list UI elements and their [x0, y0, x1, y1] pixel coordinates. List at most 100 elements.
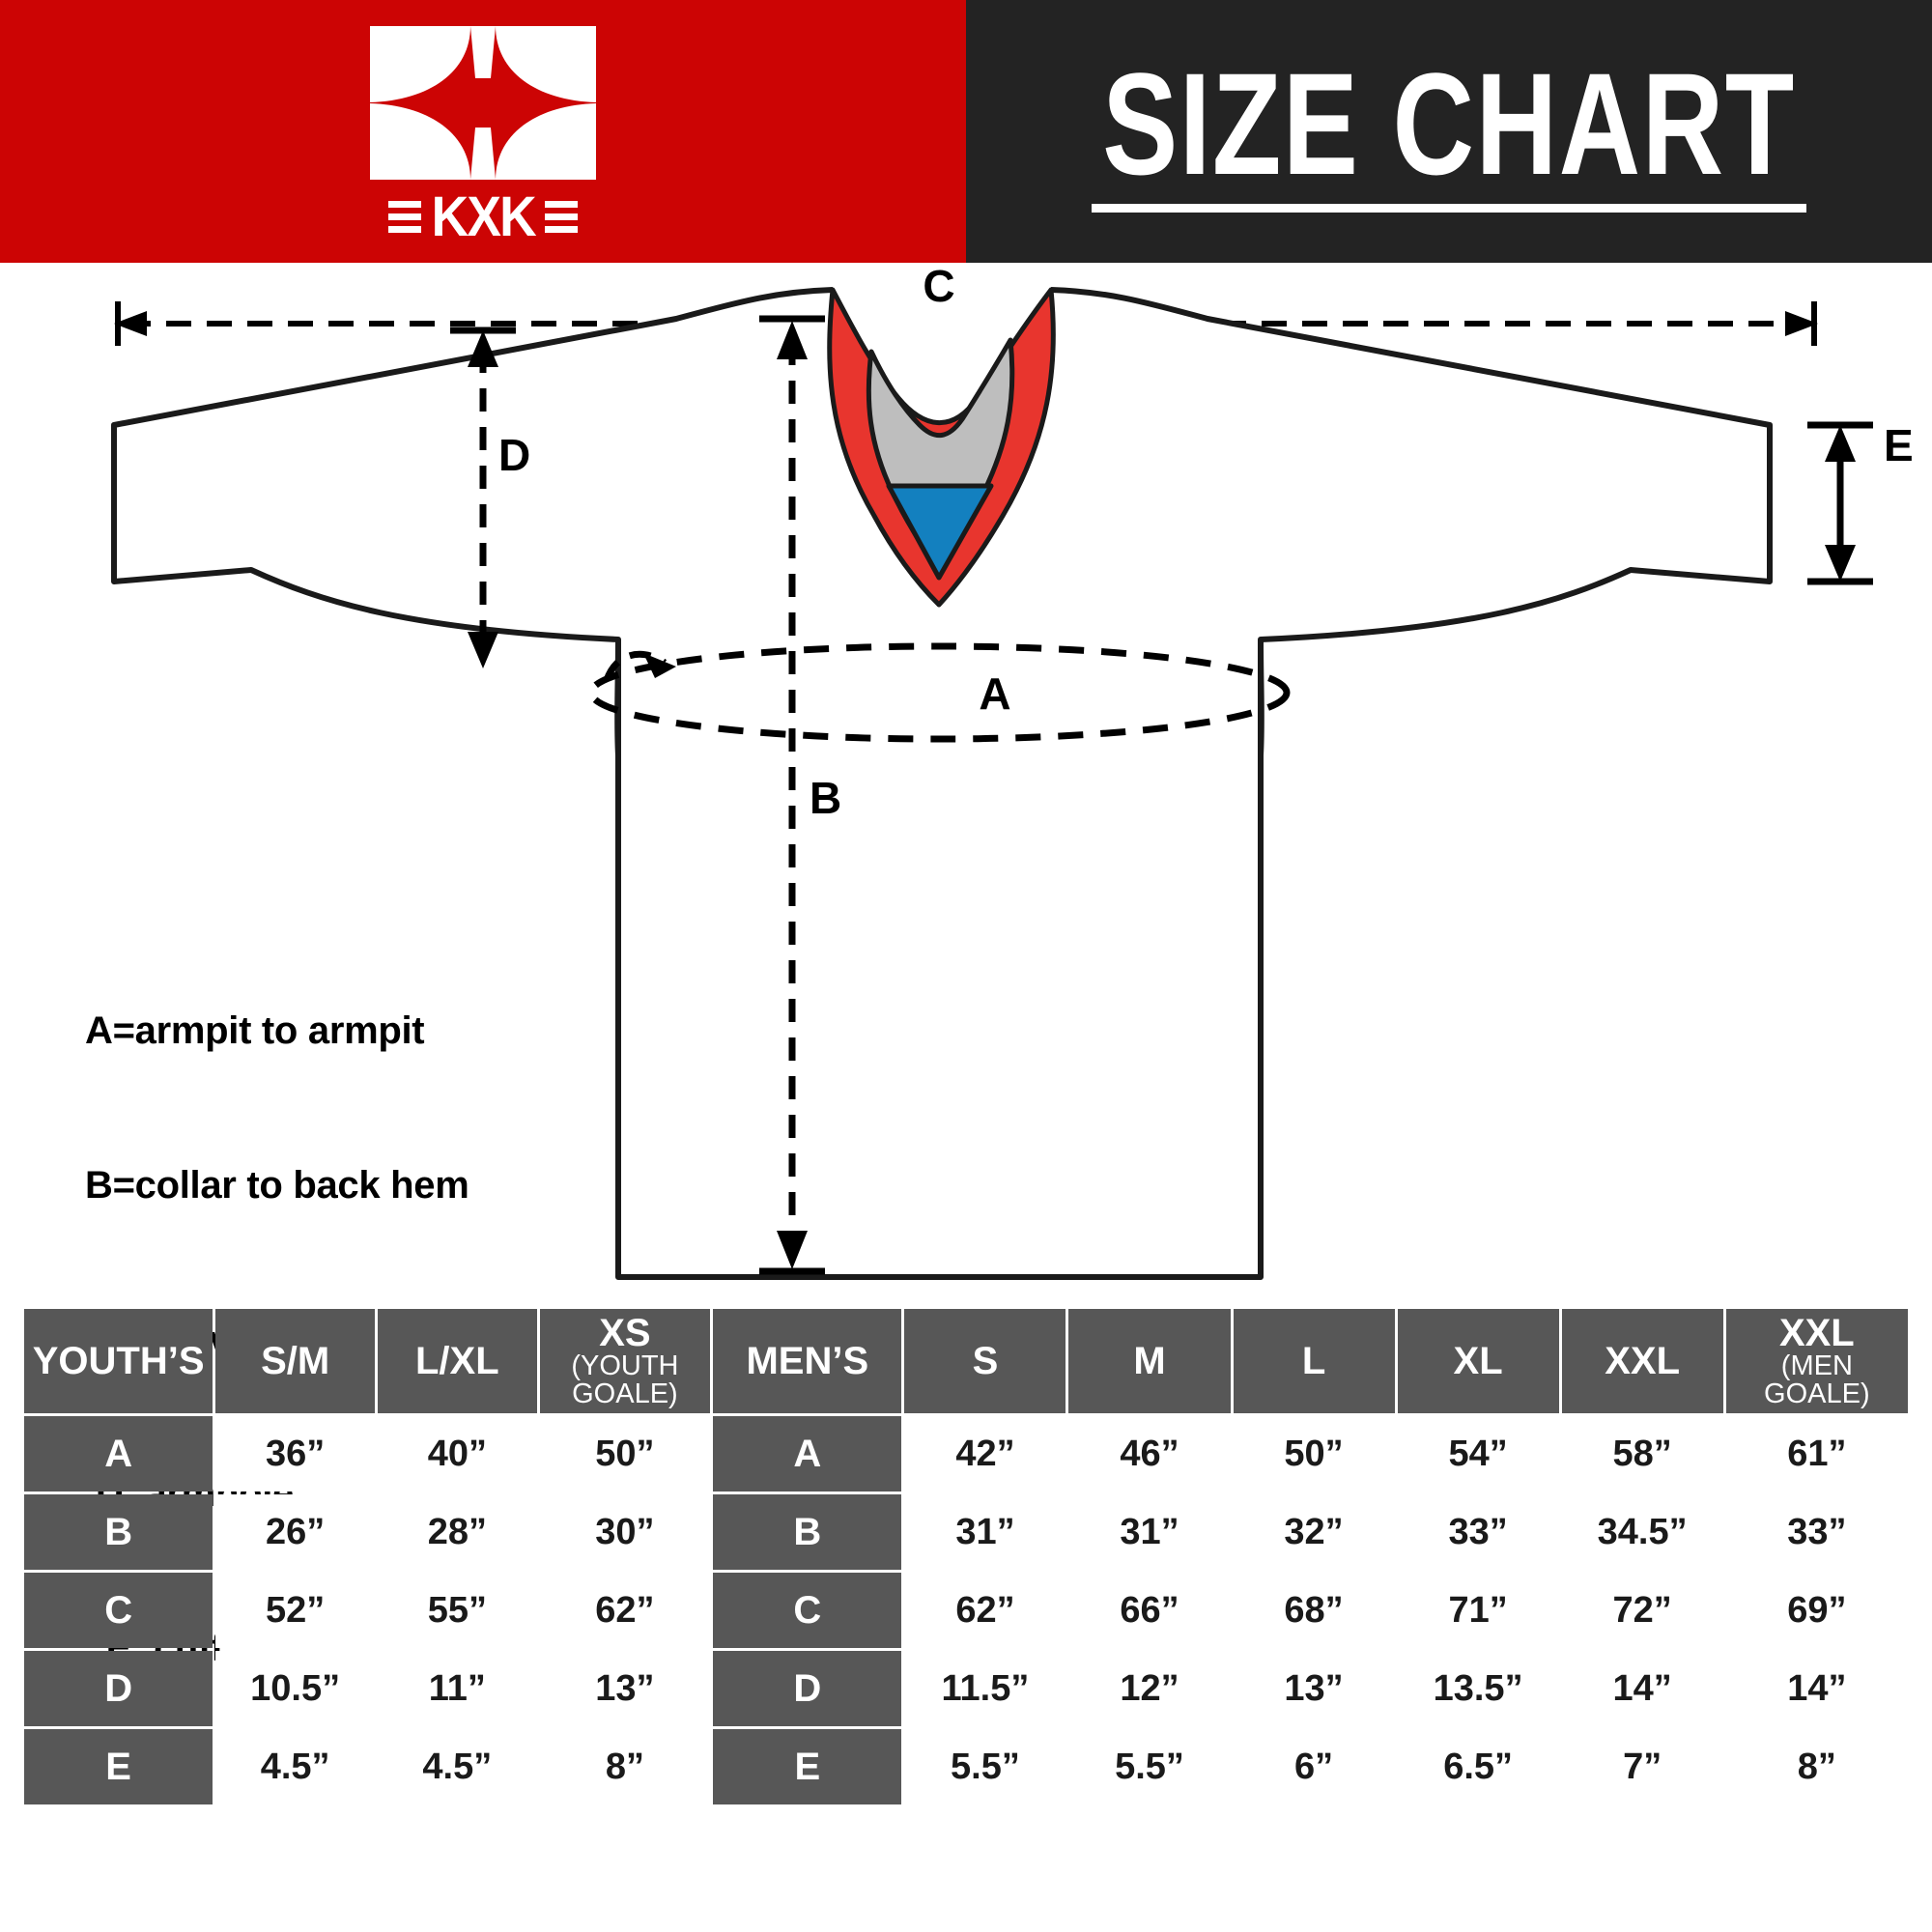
table-body: A 36” 40” 50” A 42” 46” 50” 54” 58” 61” … — [24, 1416, 1908, 1804]
header-cell-youths: YOUTH’S — [24, 1309, 213, 1413]
kxk-hourglass-logo-icon — [370, 25, 596, 180]
table-row: B 26” 28” 30” B 31” 31” 32” 33” 34.5” 33… — [24, 1494, 1908, 1570]
page-title: SIZE CHART — [1102, 42, 1796, 205]
cell-men-l: 6” — [1233, 1729, 1395, 1804]
header-big: S — [972, 1340, 999, 1382]
left-bars-icon — [387, 200, 421, 233]
header-cell-l: L — [1233, 1309, 1395, 1413]
cell-men-xxl: 14” — [1561, 1651, 1723, 1726]
row-label-youth: C — [24, 1573, 213, 1648]
dimension-c-arrow — [114, 301, 1818, 346]
cell-youth-lxl: 55” — [377, 1573, 537, 1648]
cell-men-l: 13” — [1233, 1651, 1395, 1726]
brand-logo: KXK — [338, 15, 628, 247]
title-underline — [1092, 203, 1806, 213]
jersey-outline — [111, 287, 1773, 1280]
cell-youth-sm: 10.5” — [215, 1651, 375, 1726]
cell-youth-lxl: 40” — [377, 1416, 537, 1492]
cell-men-xl: 13.5” — [1397, 1651, 1559, 1726]
cell-men-xl: 33” — [1397, 1494, 1559, 1570]
header-big: MEN’S — [746, 1340, 869, 1382]
cell-men-s: 62” — [904, 1573, 1066, 1648]
jersey-collar — [827, 287, 1056, 608]
header-big: XS — [599, 1312, 651, 1354]
cell-youth-xs: 30” — [539, 1494, 711, 1570]
header-cell-sm: S/M — [215, 1309, 375, 1413]
header-cell-mens: MEN’S — [713, 1309, 902, 1413]
cell-men-l: 32” — [1233, 1494, 1395, 1570]
brand-panel: KXK — [0, 0, 966, 263]
dimension-e-arrow — [1807, 421, 1873, 585]
cell-men-s: 42” — [904, 1416, 1066, 1492]
dimension-label-c: C — [923, 263, 954, 311]
table-row: A 36” 40” 50” A 42” 46” 50” 54” 58” 61” — [24, 1416, 1908, 1492]
cell-men-xxl-goale: 8” — [1725, 1729, 1908, 1804]
header-big: S/M — [261, 1340, 330, 1382]
cell-youth-lxl: 28” — [377, 1494, 537, 1570]
dimension-label-d: D — [498, 430, 530, 480]
cell-youth-sm: 26” — [215, 1494, 375, 1570]
cell-men-l: 50” — [1233, 1416, 1395, 1492]
header-cell-m: M — [1068, 1309, 1231, 1413]
cell-men-m: 66” — [1068, 1573, 1231, 1648]
header-cell-xl: XL — [1397, 1309, 1559, 1413]
cell-youth-lxl: 4.5” — [377, 1729, 537, 1804]
header-big: L/XL — [415, 1340, 499, 1382]
cell-men-m: 46” — [1068, 1416, 1231, 1492]
legend-line-b: B=collar to back hem — [85, 1163, 469, 1207]
cell-men-xxl: 58” — [1561, 1416, 1723, 1492]
dimension-a-ellipse — [587, 642, 1291, 743]
row-label-youth: E — [24, 1729, 213, 1804]
cell-youth-sm: 52” — [215, 1573, 375, 1648]
right-bars-icon — [545, 200, 579, 233]
header-cell-xxl-men-goale: XXL (MEN GOALE) — [1725, 1309, 1908, 1413]
cell-men-m: 5.5” — [1068, 1729, 1231, 1804]
table-row: E 4.5” 4.5” 8” E 5.5” 5.5” 6” 6.5” 7” 8” — [24, 1729, 1908, 1804]
header-big: YOUTH’S — [32, 1340, 205, 1382]
title-panel: SIZE CHART — [966, 0, 1932, 263]
row-label-men: D — [713, 1651, 902, 1726]
cell-youth-lxl: 11” — [377, 1651, 537, 1726]
header-big: L — [1301, 1340, 1326, 1382]
cell-men-xxl: 72” — [1561, 1573, 1723, 1648]
cell-youth-sm: 4.5” — [215, 1729, 375, 1804]
row-label-youth: D — [24, 1651, 213, 1726]
cell-men-xl: 54” — [1397, 1416, 1559, 1492]
cell-men-xxl: 7” — [1561, 1729, 1723, 1804]
row-label-youth: A — [24, 1416, 213, 1492]
table-row: D 10.5” 11” 13” D 11.5” 12” 13” 13.5” 14… — [24, 1651, 1908, 1726]
cell-youth-xs: 50” — [539, 1416, 711, 1492]
cell-youth-xs: 8” — [539, 1729, 711, 1804]
cell-youth-xs: 13” — [539, 1651, 711, 1726]
jersey-diagram: C D E A B — [0, 263, 1932, 1306]
row-label-men: E — [713, 1729, 902, 1804]
dimension-d-arrow — [468, 330, 498, 668]
legend-line-a: A=armpit to armpit — [85, 1009, 425, 1053]
header-cell-lxl: L/XL — [377, 1309, 537, 1413]
size-table-wrap: YOUTH’S S/M L/XL XS (YOUTH GOALE) MEN’S — [21, 1306, 1911, 1807]
cell-men-xxl-goale: 61” — [1725, 1416, 1908, 1492]
page-header: KXK SIZE CHART — [0, 0, 1932, 263]
brand-name: KXK — [431, 185, 536, 248]
cell-men-m: 31” — [1068, 1494, 1231, 1570]
header-cell-xs-youth-goale: XS (YOUTH GOALE) — [539, 1309, 711, 1413]
header-big: M — [1133, 1340, 1166, 1382]
cell-men-s: 11.5” — [904, 1651, 1066, 1726]
row-label-men: B — [713, 1494, 902, 1570]
cell-men-xl: 6.5” — [1397, 1729, 1559, 1804]
table-header-row: YOUTH’S S/M L/XL XS (YOUTH GOALE) MEN’S — [24, 1309, 1908, 1413]
table-row: C 52” 55” 62” C 62” 66” 68” 71” 72” 69” — [24, 1573, 1908, 1648]
dimension-label-e: E — [1884, 420, 1914, 470]
brand-wordmark: KXK — [387, 185, 579, 248]
dimension-label-b: B — [810, 773, 841, 823]
cell-youth-sm: 36” — [215, 1416, 375, 1492]
size-table: YOUTH’S S/M L/XL XS (YOUTH GOALE) MEN’S — [21, 1306, 1911, 1807]
header-cell-s: S — [904, 1309, 1066, 1413]
row-label-youth: B — [24, 1494, 213, 1570]
dimension-label-a: A — [979, 668, 1010, 719]
cell-men-l: 68” — [1233, 1573, 1395, 1648]
header-big: XXL — [1605, 1340, 1681, 1382]
cell-men-xxl-goale: 14” — [1725, 1651, 1908, 1726]
cell-men-xl: 71” — [1397, 1573, 1559, 1648]
header-big: XL — [1453, 1340, 1503, 1382]
